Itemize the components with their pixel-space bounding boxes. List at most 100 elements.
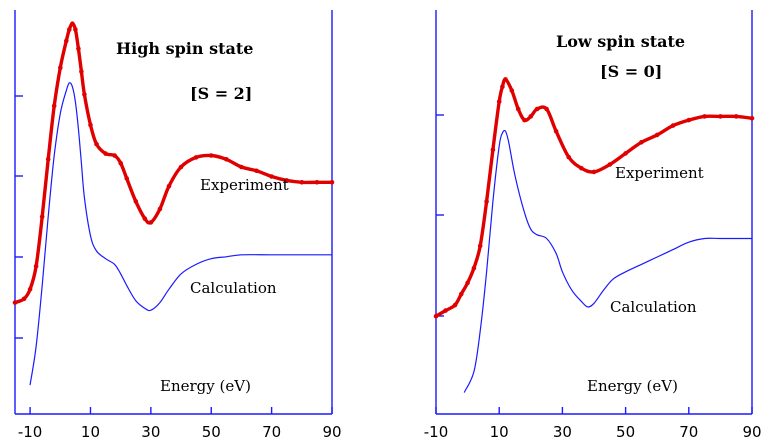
panel-high-spin: -10 10 30 50 70 90 High spin state [S = 2] Ex… xyxy=(12,10,342,441)
data-point xyxy=(193,155,199,160)
data-point xyxy=(639,140,644,145)
data-point xyxy=(718,114,723,119)
x-tick-label: 90 xyxy=(742,423,761,441)
x-tick-label: -10 xyxy=(424,423,449,441)
data-point xyxy=(591,169,597,175)
data-point xyxy=(733,114,739,119)
data-point xyxy=(654,132,660,138)
data-point xyxy=(490,147,496,152)
data-point xyxy=(484,199,489,204)
chart-subtitle: [S = 2] xyxy=(190,84,252,103)
series-label-experiment: Experiment xyxy=(200,176,289,194)
data-point xyxy=(148,220,154,225)
data-point xyxy=(118,160,123,166)
data-point xyxy=(534,106,540,112)
series-line-calculation xyxy=(463,129,753,393)
data-point xyxy=(269,174,274,179)
data-point xyxy=(579,165,584,171)
data-point xyxy=(239,164,244,170)
data-point xyxy=(58,65,63,70)
data-point xyxy=(443,308,448,313)
left-x-ticks xyxy=(29,407,333,414)
data-point xyxy=(79,69,84,74)
panel-low-spin: -10 10 30 50 70 90 Low spin state [S = 0] Exp… xyxy=(424,10,762,441)
chart-title: Low spin state xyxy=(556,32,685,51)
data-point xyxy=(670,123,676,128)
x-tick-label: 10 xyxy=(81,423,100,441)
x-tick-label: 30 xyxy=(553,423,572,441)
data-point xyxy=(702,114,707,119)
data-point xyxy=(51,103,57,109)
series-label-calculation: Calculation xyxy=(610,298,697,316)
x-tick-label: -10 xyxy=(18,423,43,441)
data-point xyxy=(607,162,613,167)
data-point xyxy=(70,21,75,27)
data-point xyxy=(509,88,515,93)
data-point xyxy=(124,176,129,181)
series-label-experiment: Experiment xyxy=(615,164,704,182)
data-point xyxy=(76,46,81,51)
left-y-ticks xyxy=(15,95,23,339)
data-point xyxy=(73,27,78,32)
data-point xyxy=(178,164,184,170)
data-point xyxy=(166,183,172,189)
data-point xyxy=(299,180,305,185)
data-point xyxy=(471,265,477,271)
data-point xyxy=(64,38,69,44)
x-axis-label: Energy (eV) xyxy=(587,377,678,395)
series-line-experiment xyxy=(13,22,334,305)
chart-title: High spin state xyxy=(116,39,253,58)
right-x-tick-labels: -10 10 30 50 70 90 xyxy=(424,423,762,441)
data-point xyxy=(12,300,18,305)
left-series xyxy=(12,21,335,386)
data-point xyxy=(522,117,527,123)
data-point xyxy=(452,302,458,308)
data-point xyxy=(142,216,148,221)
right-x-ticks xyxy=(435,407,753,414)
series-label-calculation: Calculation xyxy=(190,279,277,297)
data-point xyxy=(465,280,470,286)
data-point xyxy=(566,154,571,160)
data-point xyxy=(433,313,439,319)
data-point xyxy=(749,116,755,121)
data-point xyxy=(224,157,229,162)
data-point xyxy=(157,206,163,212)
data-point xyxy=(45,157,51,162)
data-point xyxy=(503,77,508,82)
data-point xyxy=(459,291,464,297)
data-point xyxy=(544,106,549,112)
data-point xyxy=(314,180,320,185)
data-point xyxy=(496,99,502,104)
data-point xyxy=(21,296,27,302)
x-tick-label: 50 xyxy=(202,423,221,441)
data-point xyxy=(33,264,39,269)
data-point xyxy=(686,117,692,123)
x-tick-label: 50 xyxy=(616,423,635,441)
chart-subtitle: [S = 0] xyxy=(600,62,662,81)
x-tick-label: 30 xyxy=(141,423,160,441)
data-point xyxy=(477,243,483,249)
right-y-ticks xyxy=(436,114,444,317)
data-point xyxy=(103,151,108,156)
data-point xyxy=(553,128,559,134)
data-point xyxy=(515,106,521,112)
data-point xyxy=(94,141,99,147)
data-point xyxy=(284,178,290,183)
data-point xyxy=(27,286,33,292)
data-point xyxy=(500,84,505,90)
data-point xyxy=(623,151,628,156)
x-tick-label: 10 xyxy=(490,423,509,441)
data-point xyxy=(67,27,72,32)
data-point xyxy=(329,180,335,185)
data-point xyxy=(88,122,93,128)
x-axis-label: Energy (eV) xyxy=(160,377,251,395)
data-point xyxy=(39,214,45,219)
x-tick-label: 70 xyxy=(262,423,281,441)
data-point xyxy=(528,114,534,119)
data-point xyxy=(254,168,259,174)
x-tick-label: 70 xyxy=(679,423,698,441)
series-line-calculation xyxy=(29,82,333,386)
right-series xyxy=(433,77,755,393)
data-point xyxy=(133,199,139,204)
